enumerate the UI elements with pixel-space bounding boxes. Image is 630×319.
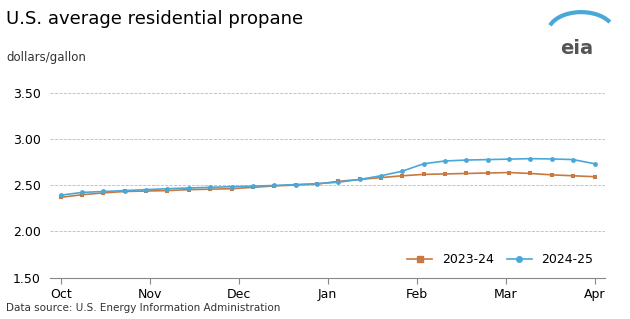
Text: Data source: U.S. Energy Information Administration: Data source: U.S. Energy Information Adm… bbox=[6, 303, 281, 313]
Text: eia: eia bbox=[560, 39, 593, 58]
Text: U.S. average residential propane: U.S. average residential propane bbox=[6, 10, 304, 27]
Legend: 2023-24, 2024-25: 2023-24, 2024-25 bbox=[402, 248, 598, 271]
Text: dollars/gallon: dollars/gallon bbox=[6, 51, 86, 64]
